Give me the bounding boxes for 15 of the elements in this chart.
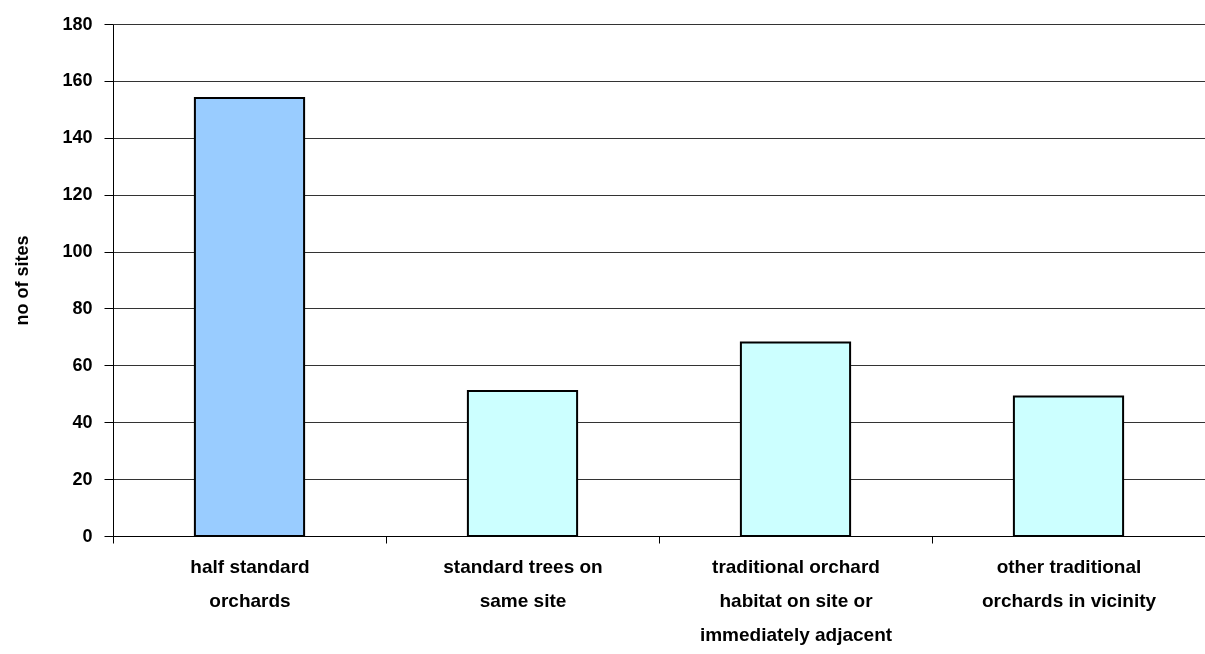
y-tick-label: 180 [62,13,93,34]
y-tick-label: 140 [62,127,93,148]
y-tick-label: 160 [62,70,93,91]
y-axis-title: no of sites [12,235,33,326]
y-tick-label: 20 [72,468,93,489]
y-tick-label: 80 [72,297,93,318]
y-tick-label: 0 [82,525,93,546]
x-tick-label: standard trees on same site [443,555,603,611]
x-tick-label: other traditional orchards in vicinity [981,555,1157,611]
y-tick-label: 120 [62,184,93,205]
x-tick-label: half standard orchards [190,555,310,611]
y-tick-label: 40 [72,411,93,432]
y-tick-label: 100 [62,241,93,262]
y-tick-label: 60 [72,354,93,375]
x-tick-label: traditional orchard habitat on site or immediately adjacent [699,555,893,645]
